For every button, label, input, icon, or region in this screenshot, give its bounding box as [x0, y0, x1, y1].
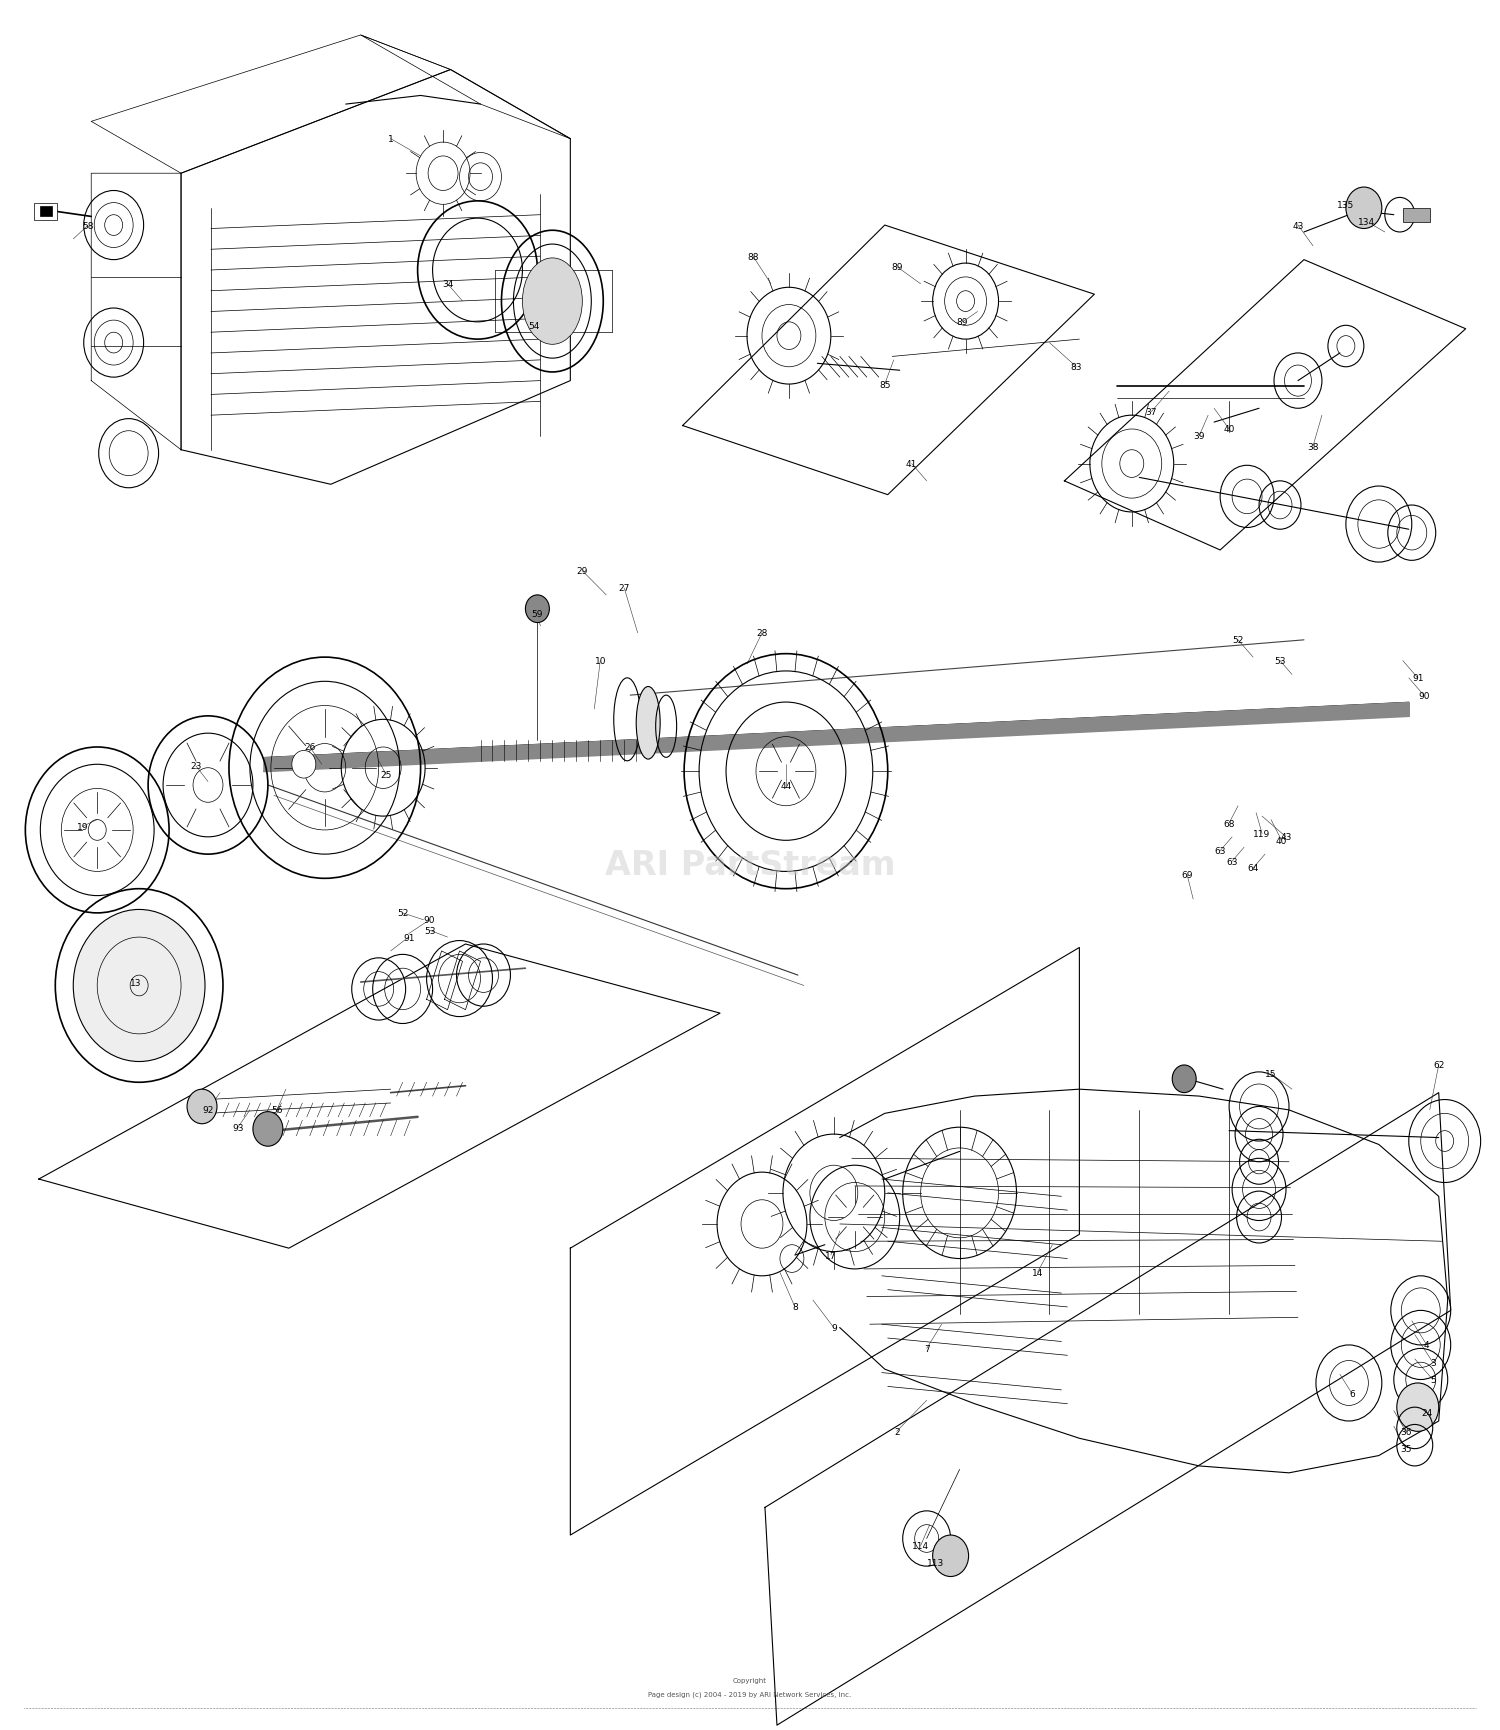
Text: 29: 29: [576, 567, 588, 576]
Ellipse shape: [636, 687, 660, 759]
Text: 10: 10: [594, 657, 606, 666]
Text: 2: 2: [894, 1427, 900, 1436]
Text: 91: 91: [404, 932, 414, 943]
Text: 26: 26: [304, 744, 315, 753]
Circle shape: [292, 751, 316, 779]
Bar: [34, 204, 57, 221]
Circle shape: [933, 1535, 969, 1576]
Text: 134: 134: [1359, 218, 1376, 227]
Text: 14: 14: [1032, 1268, 1042, 1277]
Text: 54: 54: [528, 322, 540, 330]
Text: 40: 40: [1276, 836, 1287, 846]
Text: 89: 89: [891, 263, 903, 272]
Circle shape: [1172, 1066, 1196, 1093]
Bar: [40, 208, 53, 218]
Text: 6: 6: [1348, 1389, 1354, 1398]
Text: 34: 34: [442, 280, 453, 289]
Text: 9: 9: [831, 1323, 837, 1332]
Text: 91: 91: [1412, 675, 1424, 683]
Circle shape: [1396, 1384, 1438, 1431]
Text: 1: 1: [388, 135, 393, 144]
Text: 35: 35: [1400, 1445, 1411, 1453]
Text: 58: 58: [82, 221, 94, 230]
Text: 90: 90: [424, 915, 435, 926]
Text: 69: 69: [1182, 870, 1192, 881]
Text: 64: 64: [1248, 863, 1258, 874]
Text: 43: 43: [1293, 221, 1304, 230]
Text: 25: 25: [381, 770, 392, 780]
Text: 114: 114: [912, 1541, 928, 1550]
Text: 17: 17: [825, 1251, 837, 1259]
Text: 8: 8: [792, 1303, 798, 1311]
Text: 19: 19: [76, 822, 88, 832]
Bar: [1402, 209, 1429, 223]
Text: 39: 39: [1194, 432, 1204, 441]
Text: ARI PartStream: ARI PartStream: [604, 848, 896, 882]
Circle shape: [254, 1112, 284, 1147]
Text: 56: 56: [272, 1105, 282, 1114]
Text: 53: 53: [1275, 657, 1286, 666]
Text: 119: 119: [1254, 829, 1270, 839]
Text: 52: 52: [1233, 637, 1244, 645]
Text: 53: 53: [424, 926, 435, 936]
Text: 93: 93: [232, 1123, 243, 1131]
Text: 44: 44: [780, 780, 792, 791]
Text: 3: 3: [1430, 1358, 1436, 1367]
Text: 59: 59: [531, 611, 543, 619]
Text: 28: 28: [756, 630, 768, 638]
Circle shape: [1346, 189, 1382, 230]
Text: 40: 40: [1224, 426, 1234, 434]
Ellipse shape: [522, 260, 582, 344]
Text: 83: 83: [1071, 363, 1082, 372]
Text: 23: 23: [190, 761, 201, 772]
Text: 4: 4: [1424, 1341, 1430, 1349]
Text: 24: 24: [1420, 1408, 1432, 1417]
Text: 135: 135: [1338, 201, 1354, 209]
Circle shape: [74, 910, 206, 1062]
Text: 41: 41: [906, 460, 918, 469]
Text: 27: 27: [618, 585, 630, 593]
Text: 113: 113: [927, 1559, 945, 1567]
Text: 68: 68: [1224, 818, 1234, 829]
Text: 36: 36: [1400, 1427, 1411, 1436]
Text: Page design (c) 2004 - 2019 by ARI Network Services, Inc.: Page design (c) 2004 - 2019 by ARI Netwo…: [648, 1690, 852, 1697]
Text: 43: 43: [1281, 832, 1292, 843]
Circle shape: [188, 1090, 218, 1125]
Text: 37: 37: [1146, 408, 1156, 417]
Text: 90: 90: [1418, 692, 1430, 701]
Text: 85: 85: [879, 381, 891, 389]
Text: 38: 38: [1306, 443, 1318, 452]
Text: 15: 15: [1266, 1069, 1276, 1078]
Text: 13: 13: [130, 977, 142, 986]
Text: Copyright: Copyright: [734, 1678, 766, 1683]
Text: 52: 52: [398, 908, 408, 919]
Text: 62: 62: [1432, 1060, 1444, 1069]
Circle shape: [525, 595, 549, 623]
Text: 5: 5: [1430, 1375, 1436, 1384]
Text: 7: 7: [924, 1344, 930, 1353]
Text: 89: 89: [957, 318, 969, 327]
Text: 92: 92: [202, 1105, 213, 1114]
Text: 63: 63: [1227, 856, 1238, 867]
Text: 88: 88: [747, 253, 759, 261]
Text: 63: 63: [1215, 846, 1225, 856]
